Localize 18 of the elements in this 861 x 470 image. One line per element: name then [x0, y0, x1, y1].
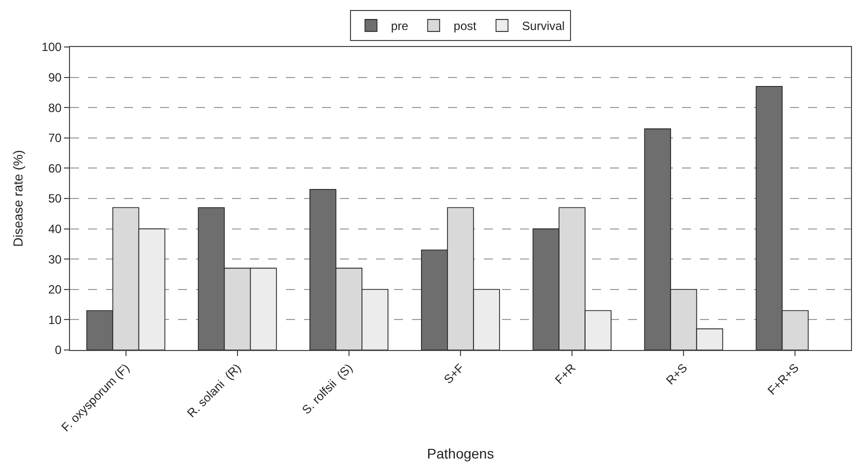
- y-axis-title: Disease rate (%): [10, 150, 26, 247]
- x-tick-label: S+F: [441, 360, 467, 387]
- x-tick-label: F+R: [552, 360, 579, 388]
- legend-label: pre: [391, 19, 409, 34]
- y-tick-label: 70: [48, 131, 62, 146]
- y-tick-label: 100: [42, 40, 62, 54]
- y-tick-label: 80: [48, 100, 62, 115]
- y-tick-label: 60: [48, 161, 62, 176]
- x-axis-title: Pathogens: [427, 446, 494, 462]
- y-tick-label: 40: [48, 222, 62, 236]
- y-tick-label: 0: [54, 343, 62, 358]
- y-tick-label: 20: [48, 282, 62, 297]
- legend-label: post: [454, 19, 478, 34]
- y-tick-label: 30: [48, 252, 62, 266]
- y-tick-label: 10: [48, 312, 62, 327]
- legend-label: Survival: [522, 19, 565, 34]
- y-tick-label: 50: [48, 192, 62, 206]
- y-tick-label: 90: [48, 70, 62, 84]
